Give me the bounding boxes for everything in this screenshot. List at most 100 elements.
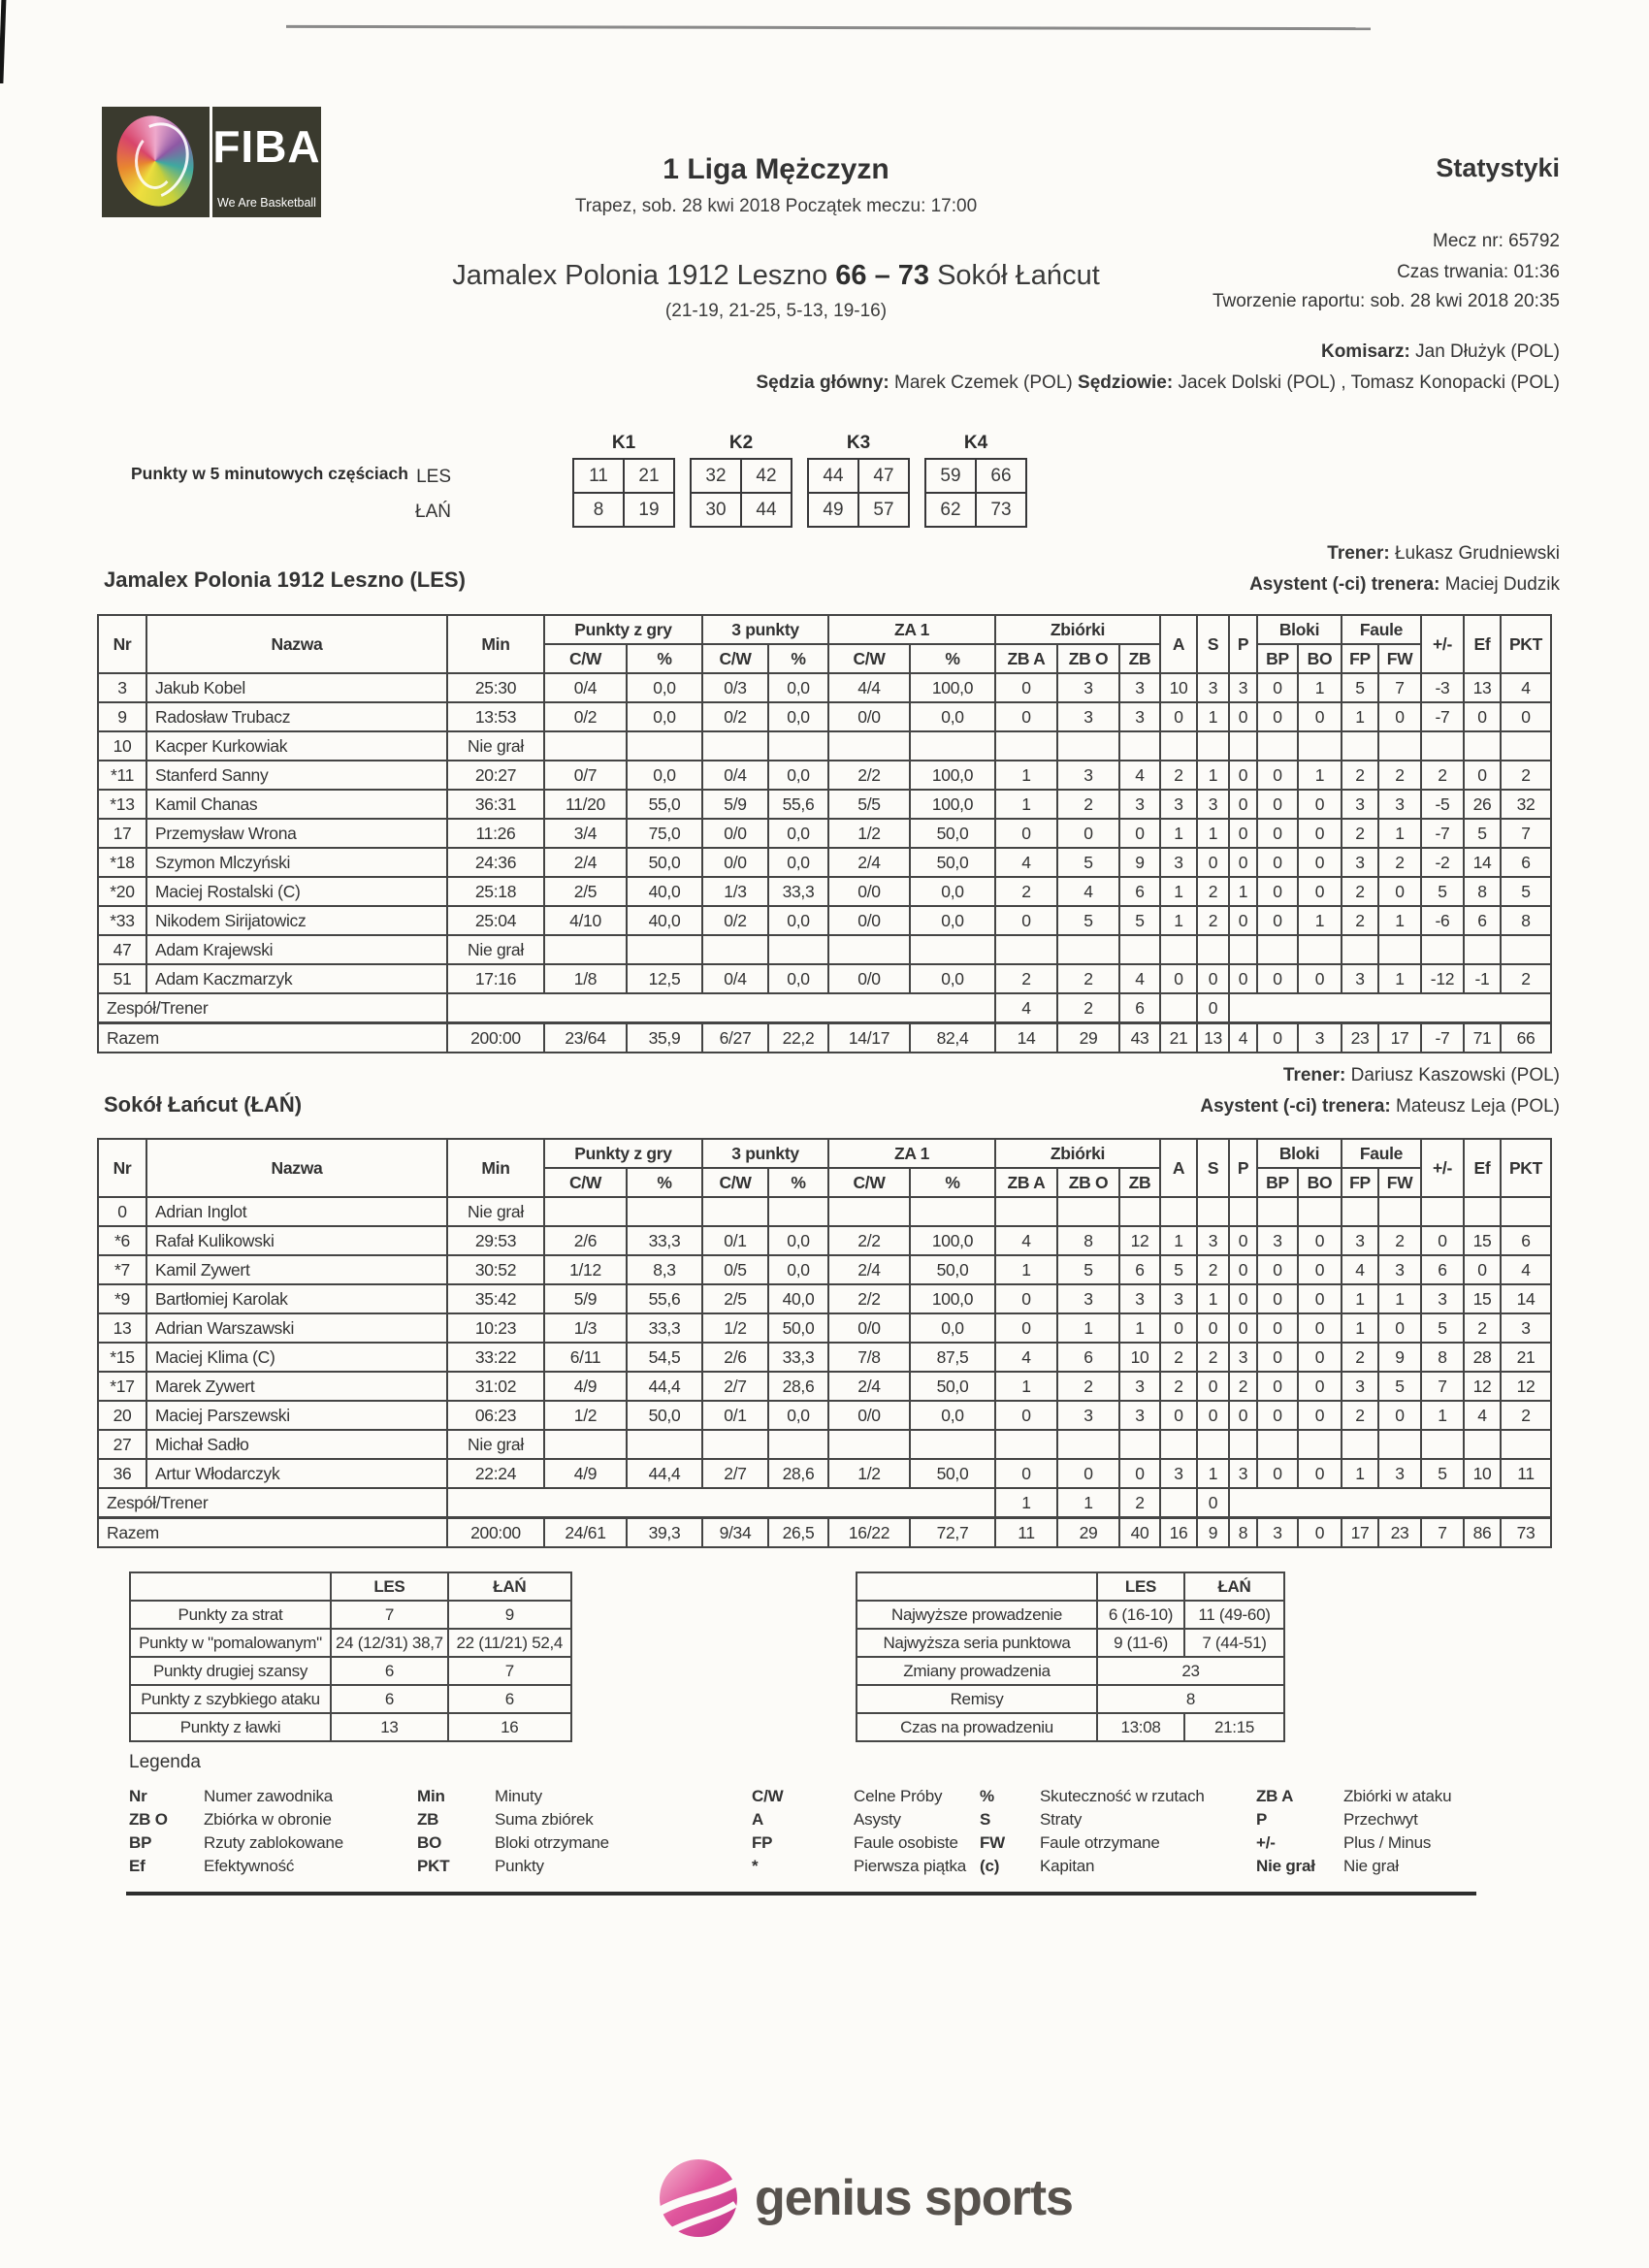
stat-cell: 2/2 <box>827 1225 911 1256</box>
referees-line: Sędzia główny: Marek Czemek (POL) Sędzio… <box>757 373 1561 394</box>
stat-cell: 0/7 <box>543 760 628 791</box>
stat-cell: 13 <box>97 1312 147 1344</box>
col-header-fg: Punkty z gry <box>543 614 703 645</box>
stat-cell: 0 <box>994 672 1058 703</box>
stat-cell: 9 <box>1196 1516 1230 1548</box>
stat-cell: 3 <box>1341 789 1379 820</box>
referees-label: Sędziowie: <box>1078 373 1174 393</box>
stat-cell: 1 <box>1377 1283 1422 1314</box>
stat-cell: 6 <box>1118 876 1161 907</box>
col-header-zb: ZB <box>1118 1167 1161 1198</box>
summary-label: Najwyższa seria punktowa <box>856 1628 1098 1658</box>
legend-definition: Straty <box>1040 1810 1083 1829</box>
player-row: 20 Maciej Parszewski 06:23 1/2 50,0 0/1 0,0 0/0… <box>97 1400 1552 1431</box>
stat-cell: 0 <box>1297 1283 1342 1314</box>
quarter-score-table: 11 21 8 19 <box>572 458 675 528</box>
summary-value-lan: 16 <box>446 1712 572 1742</box>
stat-cell: 0 <box>1297 876 1342 907</box>
stat-cell: *20 <box>97 876 147 907</box>
stat-cell: 8 <box>1228 1516 1258 1548</box>
summary-value: 23 <box>1096 1656 1285 1686</box>
stat-cell: -7 <box>1420 818 1465 849</box>
stat-cell: 1 <box>994 1487 1058 1519</box>
stat-cell: 15 <box>1463 1283 1502 1314</box>
stat-cell: 0 <box>1297 1458 1342 1489</box>
stat-cell: 0 <box>1228 1283 1258 1314</box>
stat-cell: -6 <box>1420 905 1465 936</box>
player-row: 10 Kacper Kurkowiak Nie grał <box>97 730 1552 761</box>
stat-cell <box>909 730 996 761</box>
stat-cell: 2/4 <box>827 1254 911 1285</box>
col-header-pct: % <box>909 643 996 674</box>
quarter-score-table: 44 47 49 57 <box>807 458 910 528</box>
col-header-pct: % <box>626 1167 703 1198</box>
col-header-points: PKT <box>1500 1138 1552 1198</box>
team1-stat-table-wrap: Nr Nazwa Min Punkty z gry 3 punkty ZA 1 … <box>97 614 1552 1053</box>
summary-table-right: LES ŁAŃ Najwyższe prowadzenie 6 (16-10) 11 (… <box>856 1571 1285 1742</box>
stat-cell: 0 <box>1256 1021 1299 1053</box>
legend-definition: Nie grał <box>1343 1857 1399 1875</box>
stat-cell <box>1341 1429 1379 1460</box>
legend-abbr: FP <box>752 1833 773 1852</box>
stat-cell: 25:04 <box>446 905 545 936</box>
stat-cell: 3 <box>1056 1400 1120 1431</box>
stat-cell <box>1056 1196 1120 1227</box>
stat-cell: 4/4 <box>827 672 911 703</box>
stat-cell: 1 <box>994 760 1058 791</box>
stat-cell <box>994 1429 1058 1460</box>
stat-cell: 1 <box>1297 672 1342 703</box>
player-row: 36 Artur Włodarczyk 22:24 4/9 44,4 2/7 28,6 1/2… <box>97 1458 1552 1489</box>
player-name: Kamil Zywert <box>146 1254 448 1285</box>
stat-cell: 5/9 <box>701 789 769 820</box>
quarter-partials: (21-19, 21-25, 5-13, 19-16) <box>664 301 888 321</box>
stat-cell: 36:31 <box>446 789 545 820</box>
stat-cell <box>1228 1429 1258 1460</box>
legend-definition: Zbiórki w ataku <box>1343 1787 1452 1805</box>
stat-table-header: Nr Nazwa Min Punkty z gry 3 punkty ZA 1 … <box>97 614 1552 674</box>
stat-cell <box>1228 934 1258 965</box>
stat-cell: 1 <box>1196 760 1230 791</box>
commissioner-line: Komisarz: Jan Dłużyk (POL) <box>1321 341 1560 363</box>
stat-cell: 1 <box>994 1254 1058 1285</box>
summary-row: Czas na prowadzeniu 13:08 21:15 <box>856 1712 1285 1742</box>
player-row: 47 Adam Krajewski Nie grał <box>97 934 1552 965</box>
col-header-turnovers: S <box>1196 614 1230 674</box>
stat-cell: 0/3 <box>701 672 769 703</box>
legend-definition: Plus / Minus <box>1343 1833 1432 1852</box>
stat-cell <box>909 1429 996 1460</box>
summary-header-team: LES <box>1096 1571 1185 1602</box>
stat-cell: 50,0 <box>909 1458 996 1489</box>
stat-cell <box>1420 1196 1465 1227</box>
col-header-assists: A <box>1159 1138 1198 1198</box>
stat-cell <box>1056 1429 1120 1460</box>
summary-value-lan: 22 (11/21) 52,4 <box>446 1628 572 1658</box>
stat-cell: 4 <box>1056 876 1120 907</box>
stat-cell: 0/0 <box>701 847 769 878</box>
quarter-score-cell: 19 <box>623 492 675 528</box>
scan-edge-line <box>285 24 1372 31</box>
stat-cell <box>1297 1429 1342 1460</box>
stat-cell: 0,0 <box>767 818 829 849</box>
stat-cell: 2 <box>1159 760 1198 791</box>
quarter-row-label-les: LES <box>416 467 451 487</box>
stat-cell: 6 <box>1500 1225 1552 1256</box>
stat-cell: 2 <box>1159 1342 1198 1373</box>
stat-cell: 1/2 <box>543 1400 628 1431</box>
team1-title: Jamalex Polonia 1912 Leszno (LES) <box>104 567 466 592</box>
col-header-pct: % <box>767 1167 829 1198</box>
quarter-score-cell: 49 <box>807 492 859 528</box>
stat-cell: 3 <box>1056 760 1120 791</box>
stat-cell: 0 <box>1256 1458 1299 1489</box>
stat-cell: 0/4 <box>701 760 769 791</box>
stat-cell: 2 <box>1500 963 1552 994</box>
stat-cell <box>909 1196 996 1227</box>
summary-header-team: ŁAŃ <box>1183 1571 1285 1602</box>
stat-cell <box>1118 934 1161 965</box>
stat-cell: 2 <box>1159 1371 1198 1402</box>
stat-cell: 2/5 <box>543 876 628 907</box>
stat-cell <box>1463 1429 1502 1460</box>
col-header-cw: C/W <box>701 1167 769 1198</box>
stat-cell: 1 <box>1118 1312 1161 1344</box>
team2-title: Sokół Łańcut (ŁAŃ) <box>104 1092 303 1117</box>
stat-cell <box>1056 934 1120 965</box>
